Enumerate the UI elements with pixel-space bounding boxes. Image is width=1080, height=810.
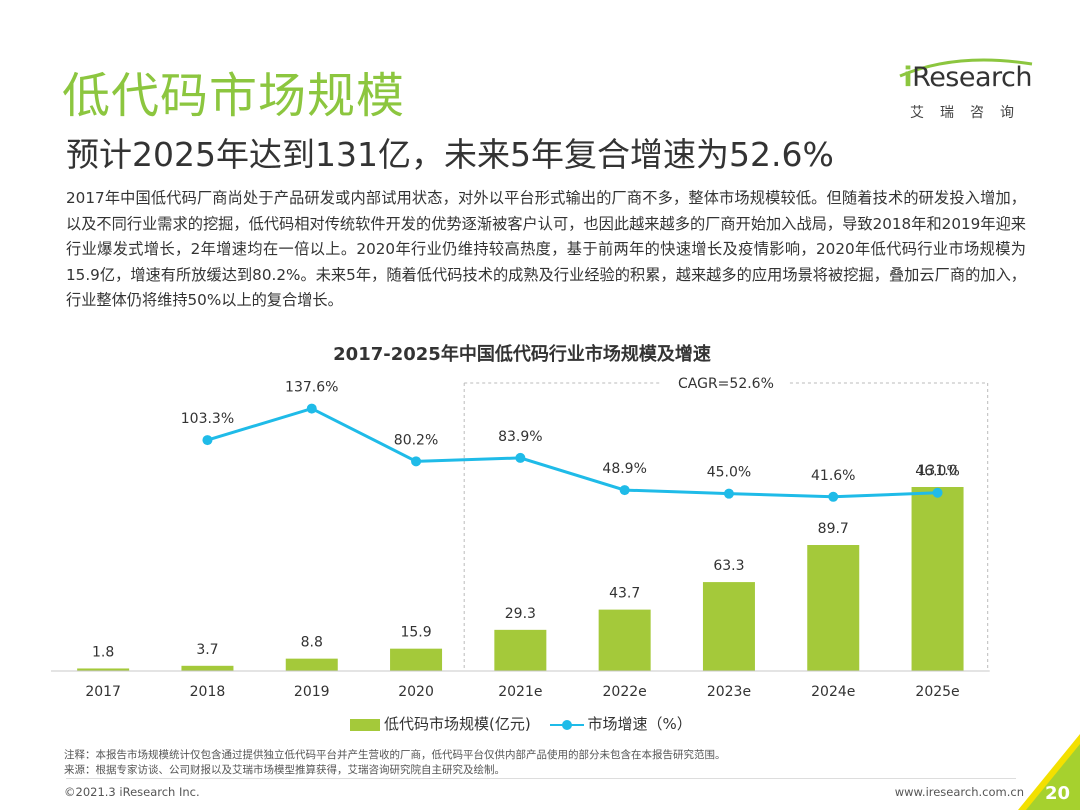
growth-point-2024e (828, 491, 839, 502)
x-tick-label-2025e: 2025e (915, 684, 959, 700)
bar-label-2022e: 43.7 (609, 586, 640, 602)
logo-cn-name: 艾瑞咨询 (910, 105, 1030, 121)
bar-label-2025e: 131.0 (918, 463, 958, 479)
legend-item-line: 市场增速（%） (549, 713, 692, 734)
cagr-bracket: CAGR=52.6% (463, 376, 989, 671)
x-tick-label-2020: 2020 (398, 684, 434, 700)
bar-2017 (77, 668, 130, 671)
growth-label-2022e: 48.9% (602, 461, 646, 477)
source-text: 来源：根据专家访谈、公司财报以及艾瑞市场模型推算获得，艾瑞咨询研究院自主研究及绘… (64, 764, 505, 776)
growth-label-2018: 103.3% (181, 411, 234, 427)
corner-decoration (1018, 734, 1080, 810)
logo-wordmark-rest: Research (912, 62, 1032, 93)
legend-item-bar: 低代码市场规模(亿元) (350, 713, 531, 734)
bar-label-2020: 15.9 (400, 625, 431, 641)
bar-2022e (598, 609, 651, 671)
bar-2025e (911, 487, 964, 671)
page-number: 20 (1044, 783, 1070, 804)
bar-label-2021e: 29.3 (505, 606, 536, 622)
growth-label-2020: 80.2% (394, 432, 438, 448)
cagr-label: CAGR=52.6% (678, 376, 774, 392)
x-tick-label-2022e: 2022e (603, 684, 647, 700)
x-tick-label-2024e: 2024e (811, 684, 855, 700)
x-tick-label-2021e: 2021e (498, 684, 542, 700)
corner-green-shape (1026, 744, 1080, 810)
growth-label-2023e: 45.0% (707, 465, 751, 481)
bar-label-2019: 8.8 (301, 635, 323, 651)
logo-swoosh-icon (899, 58, 1033, 78)
logo-wordmark: iResearch (903, 62, 1032, 93)
growth-label-2019: 137.6% (285, 380, 338, 396)
growth-label-2024e: 41.6% (811, 468, 855, 484)
bar-label-2024e: 89.7 (818, 521, 849, 537)
x-tick-label-2023e: 2023e (707, 684, 751, 700)
growth-point-2020 (411, 456, 422, 467)
x-tick-label-2017: 2017 (85, 684, 121, 700)
copyright-text: ©2021.3 iResearch Inc. (64, 785, 200, 799)
x-tick-label-2018: 2018 (190, 684, 226, 700)
growth-label-2025e: 46.0% (915, 464, 959, 480)
growth-point-2025e (932, 487, 943, 498)
bar-2023e (702, 582, 755, 671)
page-subtitle: 预计2025年达到131亿，未来5年复合增速为52.6% (66, 135, 834, 174)
bar-2018 (181, 665, 234, 671)
growth-point-2021e (515, 452, 526, 463)
legend-bar-swatch (350, 718, 380, 731)
iresearch-logo: iResearch 艾瑞咨询 (882, 58, 1032, 132)
growth-point-2022e (619, 485, 630, 496)
bar-label-2017: 1.8 (92, 644, 114, 660)
bar-label-2023e: 63.3 (713, 558, 744, 574)
page-title: 低代码市场规模 (62, 68, 406, 124)
growth-point-2023e (723, 488, 734, 499)
bar-2024e (807, 545, 860, 671)
growth-point-2018 (202, 435, 213, 446)
logo-wordmark-i: i (903, 62, 913, 93)
legend-bar-label: 低代码市场规模(亿元) (384, 715, 531, 733)
chart-legend: 低代码市场规模(亿元) 市场增速（%） (350, 713, 706, 734)
legend-line-swatch (549, 719, 584, 731)
growth-point-2019 (306, 403, 317, 414)
notes-block: 注释：本报告市场规模统计仅包含通过提供独立低代码平台并产生营收的厂商，低代码平台… (64, 748, 726, 778)
growth-label-2021e: 83.9% (498, 429, 542, 445)
footer-divider (66, 778, 1016, 779)
bar-2021e (494, 629, 547, 671)
chart-title: 2017-2025年中国低代码行业市场规模及增速 (333, 343, 711, 365)
bar-label-2018: 3.7 (196, 642, 218, 658)
bar-2020 (390, 648, 443, 671)
note-text: 注释：本报告市场规模统计仅包含通过提供独立低代码平台并产生营收的厂商，低代码平台… (64, 749, 726, 761)
bar-2019 (285, 658, 338, 671)
legend-line-label: 市场增速（%） (587, 715, 692, 733)
website-link[interactable]: www.iresearch.com.cn (894, 785, 1024, 799)
x-tick-label-2019: 2019 (294, 684, 330, 700)
description-paragraph: 2017年中国低代码厂商尚处于产品研发或内部试用状态，对外以平台形式输出的厂商不… (66, 189, 1026, 309)
growth-rate-line (207, 406, 938, 499)
